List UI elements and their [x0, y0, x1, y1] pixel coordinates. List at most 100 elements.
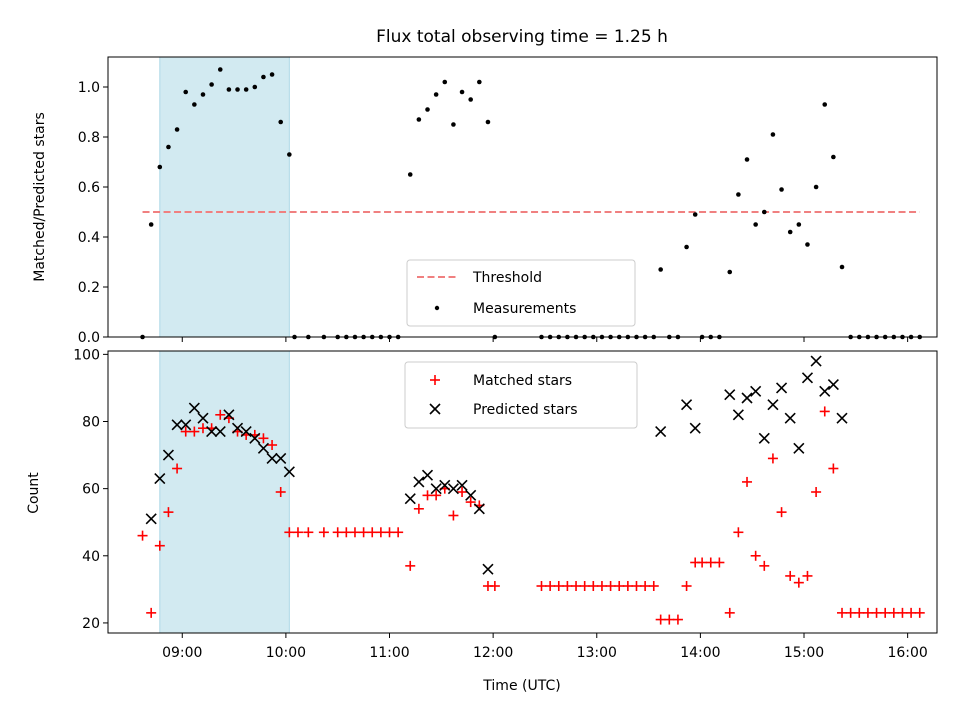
matched-point [897, 607, 908, 618]
bottom-xtick-label: 15:00 [784, 645, 824, 661]
matched-point [655, 614, 666, 625]
matched-point [888, 607, 899, 618]
top-ytick-label: 0.0 [78, 330, 100, 346]
measurement-point [822, 102, 828, 107]
legend-measurements-label: Measurements [473, 301, 576, 317]
matched-point [163, 507, 174, 518]
top-ytick-label: 0.8 [78, 130, 100, 146]
matched-point [759, 560, 770, 571]
predicted-point-b [784, 412, 796, 424]
predicted-point [162, 449, 175, 461]
matched-point [854, 607, 865, 618]
matched-point [672, 614, 683, 625]
measurement-point [157, 164, 163, 170]
measurement-point [796, 222, 802, 227]
predicted-point-b [456, 479, 468, 491]
predicted-point-b [197, 412, 209, 424]
matched-point [457, 487, 468, 497]
measurement-point [770, 132, 776, 137]
predicted-point-b [439, 479, 451, 491]
predicted-point [784, 412, 796, 424]
measurement-point [839, 264, 845, 270]
predicted-point-b [266, 452, 278, 464]
measurements-series [140, 67, 923, 340]
top-ytick-label: 0.4 [78, 230, 100, 246]
measurement-point [692, 212, 698, 217]
matched-point [705, 557, 716, 568]
predicted-point-b [430, 483, 442, 495]
legend-matched-label: Matched stars [473, 373, 572, 389]
matched-point [622, 581, 633, 591]
matched-point [422, 490, 433, 501]
matched-point [367, 527, 378, 538]
predicted-point-b [827, 379, 839, 391]
predicted-point-b [275, 452, 287, 464]
predicted-point [689, 422, 701, 434]
measurement-point [407, 172, 413, 177]
predicted-point [275, 452, 287, 464]
predicted-point-b [171, 419, 183, 431]
predicted-point [775, 382, 788, 394]
measurement-point [148, 222, 154, 227]
measurement-point [813, 184, 819, 190]
predicted-point-b [223, 409, 235, 421]
predicted-point [430, 483, 442, 495]
predicted-point [758, 432, 770, 444]
matched-point [349, 527, 360, 538]
bottom-highlight-span [159, 350, 290, 634]
predicted-point-b [801, 372, 814, 384]
matched-point [811, 487, 822, 497]
matched-point [767, 453, 778, 464]
matched-point [640, 581, 651, 591]
predicted-point [456, 479, 468, 491]
bottom-legend: Matched stars Predicted stars [404, 361, 638, 429]
predicted-point [145, 513, 157, 525]
measurement-point [278, 119, 284, 125]
measurement-point [425, 107, 430, 112]
bottom-xtick-label: 11:00 [369, 645, 409, 661]
predicted-point-b [162, 449, 175, 461]
predicted-point-b [750, 385, 762, 397]
measurement-point [684, 244, 689, 250]
matched-point [275, 487, 286, 497]
bottom-ytick-label: 40 [82, 549, 100, 565]
top-ytick-label: 0.2 [78, 280, 100, 296]
top-ylabel: Matched/Predicted stars [32, 112, 48, 282]
measurement-point [252, 84, 258, 90]
predicted-point-b [681, 399, 693, 411]
matched-point [733, 527, 744, 538]
top-ytick-label: 0.6 [78, 180, 100, 196]
measurement-point [261, 74, 266, 80]
predicted-point [154, 473, 166, 485]
top-axes-frame [107, 56, 938, 338]
predicted-point [827, 379, 839, 391]
measurement-point [243, 87, 249, 92]
matched-point [724, 607, 735, 618]
measurement-point [200, 92, 206, 97]
predicted-point [482, 563, 494, 575]
bottom-ytick-label: 20 [82, 616, 100, 632]
matched-point [448, 510, 459, 521]
measurement-point [166, 144, 171, 150]
predicted-point [810, 355, 822, 367]
matched-point [197, 423, 208, 434]
bottom-ytick-label: 60 [82, 482, 100, 498]
matched-stars-series [137, 406, 925, 625]
matched-point [358, 527, 369, 538]
measurement-point [787, 229, 793, 235]
bottom-ytick-label: 80 [82, 415, 100, 431]
predicted-point [283, 466, 295, 478]
bottom-xtick-label: 16:00 [887, 645, 927, 661]
count-plot: 20 40 60 80 100 09:00 10:00 11:00 12:00 13:00 14:0… [26, 347, 938, 694]
predicted-point-b [465, 489, 477, 501]
matched-point [332, 527, 343, 538]
predicted-point [266, 452, 278, 464]
bottom-xtick-label: 09:00 [162, 645, 202, 661]
measurement-point [174, 127, 180, 132]
matched-point [837, 607, 848, 618]
predicted-point [473, 503, 485, 515]
measurement-point [433, 92, 439, 97]
bottom-legend-box [404, 361, 638, 429]
predicted-point-b [257, 442, 270, 454]
